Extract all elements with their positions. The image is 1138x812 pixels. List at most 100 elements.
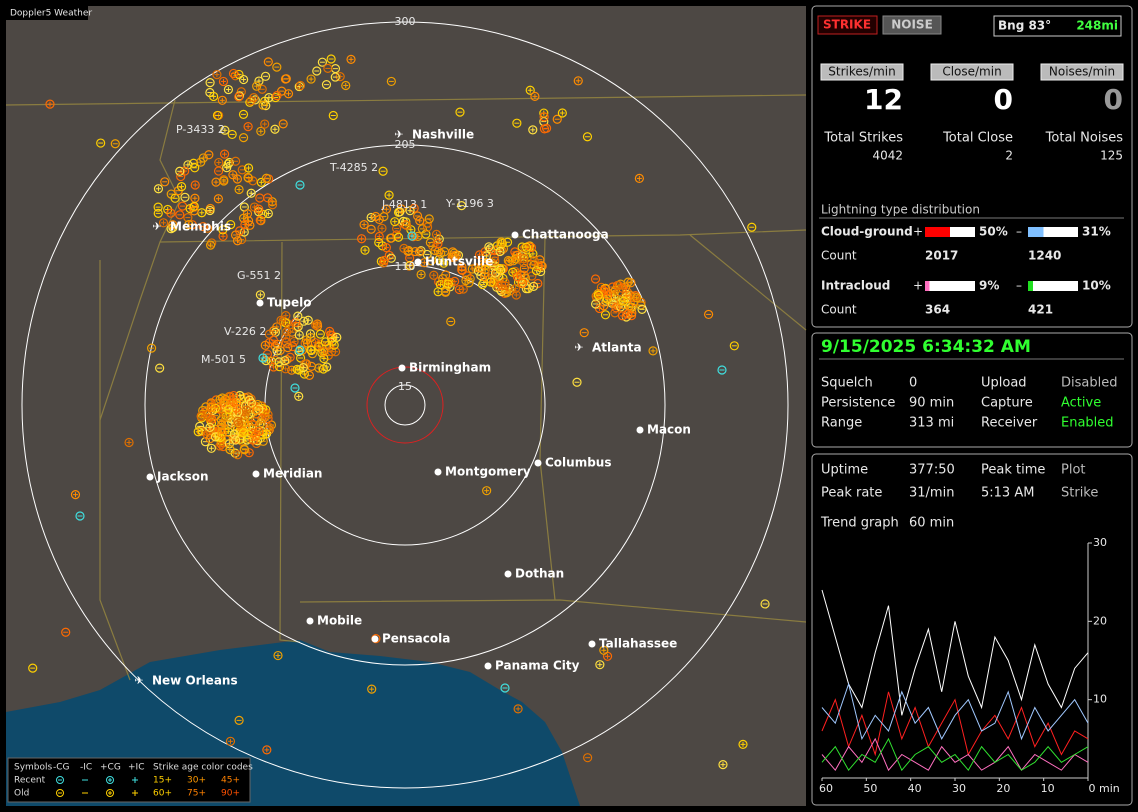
strike-symbol (268, 335, 279, 345)
strike-button[interactable] (817, 15, 878, 35)
range-label: 205 (395, 138, 416, 151)
strike-symbol (634, 173, 644, 184)
strike-symbol (378, 166, 388, 176)
city-dot (434, 468, 442, 476)
strike-symbol (256, 418, 266, 428)
strike-symbol (627, 302, 637, 312)
strike-symbol (234, 91, 245, 101)
strike-symbol (416, 269, 426, 280)
airport-icon: ✈ (574, 341, 583, 354)
sign: + (913, 225, 923, 239)
map-title: Doppler5 Weather (10, 9, 92, 19)
strike-symbol (379, 255, 389, 266)
noise-button[interactable] (882, 15, 942, 35)
strike-symbol (557, 108, 567, 118)
strike-symbol (183, 213, 193, 223)
strike-symbol (245, 220, 255, 230)
city-dot (588, 640, 596, 648)
strike-symbol (505, 256, 515, 267)
strike-symbol (261, 356, 271, 366)
strike-symbol (374, 231, 384, 242)
strike-symbol (599, 645, 609, 655)
strike-panel (811, 5, 1133, 328)
city-dot (146, 473, 154, 481)
strike-symbol (415, 216, 425, 226)
strike-symbol (457, 262, 467, 272)
strike-symbol (319, 353, 329, 364)
percent-bar (1028, 281, 1033, 291)
strike-symbol (45, 99, 55, 109)
trend-text: Trend graph (820, 516, 899, 531)
strike-symbol (614, 287, 624, 297)
city-label: Tallahassee (599, 637, 677, 651)
city-label: Mobile (317, 614, 362, 628)
strike-symbol (290, 383, 300, 393)
strike-symbol (155, 363, 165, 373)
strike-symbol (234, 69, 244, 80)
strike-symbol (294, 391, 304, 402)
strike-symbol (434, 234, 444, 244)
strike-symbol (272, 62, 282, 72)
strike-symbol (440, 287, 451, 297)
trend-text: Plot (1061, 463, 1086, 478)
strike-symbol (717, 365, 727, 375)
strike-symbol (209, 91, 219, 102)
range-ring (21, 21, 789, 789)
station-label: G-551 2 (237, 269, 281, 282)
strike-symbol (272, 91, 282, 101)
strike-symbol (243, 163, 254, 173)
count-value: 1240 (1028, 249, 1061, 263)
total-label: Total Noises (1045, 131, 1124, 146)
strike-symbol (205, 422, 215, 433)
strike-symbol (223, 84, 234, 95)
strike-symbol (280, 356, 290, 366)
sign: – (1016, 279, 1022, 293)
strike-symbol (393, 232, 404, 242)
strike-symbol (212, 70, 222, 80)
trend-text: 31/min (909, 486, 954, 501)
airport-icon: ✈ (134, 674, 143, 687)
strike-symbol (281, 333, 291, 343)
strike-symbol (239, 74, 249, 85)
strike-symbol (486, 277, 496, 287)
trend-line (821, 737, 1089, 772)
strike-symbol (446, 316, 456, 327)
strike-symbol (330, 347, 341, 357)
border (99, 99, 181, 421)
trend-text: Strike (1061, 486, 1098, 501)
strike-symbol (213, 194, 223, 204)
strike-symbol (295, 80, 306, 91)
range-label: 110 (395, 260, 416, 273)
strike-symbol (263, 410, 273, 420)
strike-symbol (508, 256, 518, 266)
strike-symbol (422, 222, 433, 232)
strike-symbol (456, 201, 467, 211)
x-tick-label: 10 (1041, 782, 1055, 795)
strike-symbol (251, 405, 261, 415)
strike-symbol (438, 273, 448, 284)
total-value: 4042 (872, 149, 903, 163)
strike-symbol (614, 280, 624, 291)
strike-symbol (530, 91, 540, 101)
city-label: Birmingham (409, 361, 491, 375)
status-text: Upload (981, 376, 1027, 391)
legend-symbol (106, 789, 114, 797)
strike-symbol (637, 304, 647, 314)
strike-symbol (482, 486, 492, 496)
percent-bar (925, 227, 950, 237)
strike-symbol (495, 246, 505, 257)
strike-symbol (500, 280, 510, 291)
strike-symbol (166, 208, 176, 218)
border (279, 241, 301, 643)
strike-symbol (263, 57, 273, 67)
strike-symbol (327, 336, 337, 346)
strike-symbol (356, 234, 367, 244)
strike-symbol (405, 260, 415, 271)
percent-track (925, 281, 975, 291)
strike-symbol (110, 139, 120, 149)
strike-symbol (225, 444, 235, 455)
strike-symbol (189, 206, 199, 216)
strike-button-label: STRIKE (823, 18, 871, 32)
cities: ✈ Nashville ✈ Memphis Chattanooga Huntsville T… (134, 15, 691, 688)
